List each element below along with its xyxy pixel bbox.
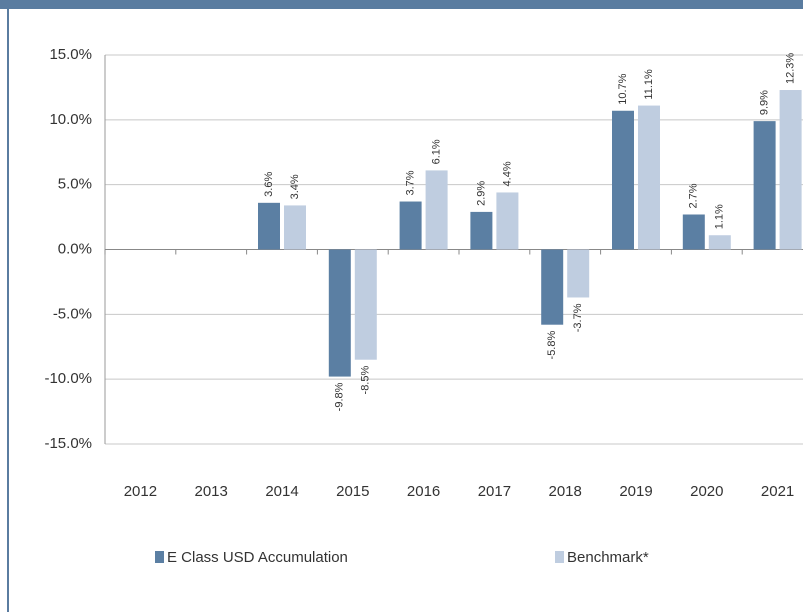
bar — [708, 235, 731, 250]
bar — [399, 201, 422, 250]
bar — [258, 202, 280, 250]
left-border — [7, 0, 9, 612]
value-label: 3.6% — [263, 172, 275, 197]
top-band — [0, 0, 803, 9]
x-tick-label: 2014 — [265, 483, 298, 500]
x-tick-label: 2016 — [407, 483, 440, 500]
y-tick-label: 0.0% — [58, 240, 92, 257]
bar — [682, 214, 705, 250]
y-tick-label: 5.0% — [58, 176, 92, 193]
legend-swatch — [155, 551, 164, 563]
x-tick-label: 2017 — [478, 483, 511, 500]
x-tick-label: 2012 — [124, 483, 157, 500]
bar — [425, 170, 448, 250]
x-tick-label: 2021 — [761, 483, 794, 500]
value-label: 11.1% — [643, 69, 655, 100]
y-tick-label: -15.0% — [44, 435, 92, 452]
y-tick-label: -10.0% — [44, 370, 92, 387]
x-tick-label: 2018 — [549, 483, 582, 500]
value-label: 3.7% — [405, 170, 417, 195]
bar — [496, 192, 519, 250]
legend-label: E Class USD Accumulation — [167, 549, 348, 566]
value-label: 6.1% — [431, 139, 443, 164]
value-label: 2.9% — [475, 181, 487, 206]
bar — [541, 249, 564, 325]
bar — [638, 105, 660, 250]
x-tick-label: 2015 — [336, 483, 369, 500]
y-tick-label: 10.0% — [49, 111, 92, 128]
bar — [470, 211, 493, 250]
value-label: 2.7% — [688, 183, 700, 208]
y-tick-label: 15.0% — [49, 46, 92, 63]
x-tick-label: 2019 — [619, 483, 652, 500]
value-label: 4.4% — [501, 161, 513, 186]
value-label: -3.7% — [572, 303, 584, 332]
bar — [567, 249, 590, 298]
bar — [779, 90, 802, 250]
value-label: -8.5% — [360, 366, 372, 395]
value-label: -9.8% — [334, 382, 346, 411]
y-tick-label: -5.0% — [53, 305, 92, 322]
value-label: 9.9% — [759, 90, 771, 115]
value-label: -5.8% — [546, 331, 558, 360]
bar — [328, 249, 351, 377]
value-label: 1.1% — [714, 204, 726, 229]
bar — [284, 205, 306, 250]
legend-swatch — [555, 551, 564, 563]
x-tick-label: 2020 — [690, 483, 723, 500]
bar — [753, 121, 776, 250]
x-tick-label: 2013 — [195, 483, 228, 500]
bar — [612, 110, 634, 250]
value-label: 12.3% — [785, 53, 797, 84]
legend-label: Benchmark* — [567, 549, 649, 566]
value-label: 10.7% — [617, 73, 629, 104]
bar — [354, 249, 377, 360]
value-label: 3.4% — [289, 174, 301, 199]
